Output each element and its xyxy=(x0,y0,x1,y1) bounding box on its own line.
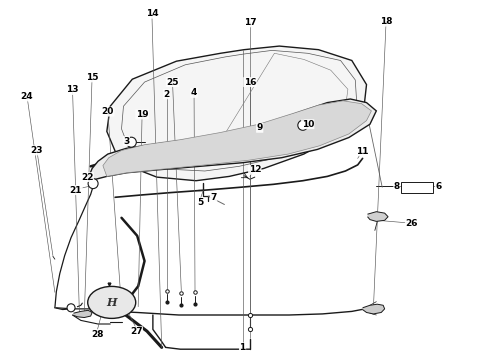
Text: 21: 21 xyxy=(70,186,82,194)
Text: 8: 8 xyxy=(394,182,400,191)
Text: 4: 4 xyxy=(191,88,197,97)
Circle shape xyxy=(298,120,308,130)
Text: 17: 17 xyxy=(244,18,256,27)
Text: 25: 25 xyxy=(166,77,179,86)
Text: 16: 16 xyxy=(244,77,256,86)
Text: 6: 6 xyxy=(436,182,441,191)
Text: 2: 2 xyxy=(164,90,170,99)
PathPatch shape xyxy=(89,99,376,183)
Text: 22: 22 xyxy=(81,173,94,181)
Text: 27: 27 xyxy=(130,327,143,336)
Text: 11: 11 xyxy=(356,147,369,156)
Text: 15: 15 xyxy=(86,73,98,82)
Text: 24: 24 xyxy=(21,92,33,101)
PathPatch shape xyxy=(103,101,371,176)
Text: H: H xyxy=(106,297,117,308)
PathPatch shape xyxy=(73,310,92,318)
Text: 20: 20 xyxy=(101,107,114,116)
PathPatch shape xyxy=(368,212,388,221)
PathPatch shape xyxy=(363,304,385,314)
Text: 5: 5 xyxy=(197,198,203,207)
Text: 18: 18 xyxy=(380,17,392,26)
Text: 28: 28 xyxy=(91,330,103,339)
PathPatch shape xyxy=(107,46,367,181)
FancyBboxPatch shape xyxy=(401,182,433,193)
Text: 23: 23 xyxy=(30,146,43,155)
Text: 14: 14 xyxy=(146,9,158,18)
Text: 10: 10 xyxy=(301,120,314,129)
Text: 1: 1 xyxy=(240,343,245,352)
Text: 26: 26 xyxy=(405,219,418,228)
Text: 13: 13 xyxy=(66,85,79,94)
Text: 3: 3 xyxy=(123,136,129,145)
Circle shape xyxy=(67,304,75,312)
Text: 9: 9 xyxy=(256,123,263,132)
Text: 12: 12 xyxy=(248,165,261,174)
Circle shape xyxy=(126,137,136,147)
Text: 19: 19 xyxy=(136,110,148,119)
Ellipse shape xyxy=(88,287,136,318)
Circle shape xyxy=(88,179,98,189)
Text: 7: 7 xyxy=(210,193,217,202)
